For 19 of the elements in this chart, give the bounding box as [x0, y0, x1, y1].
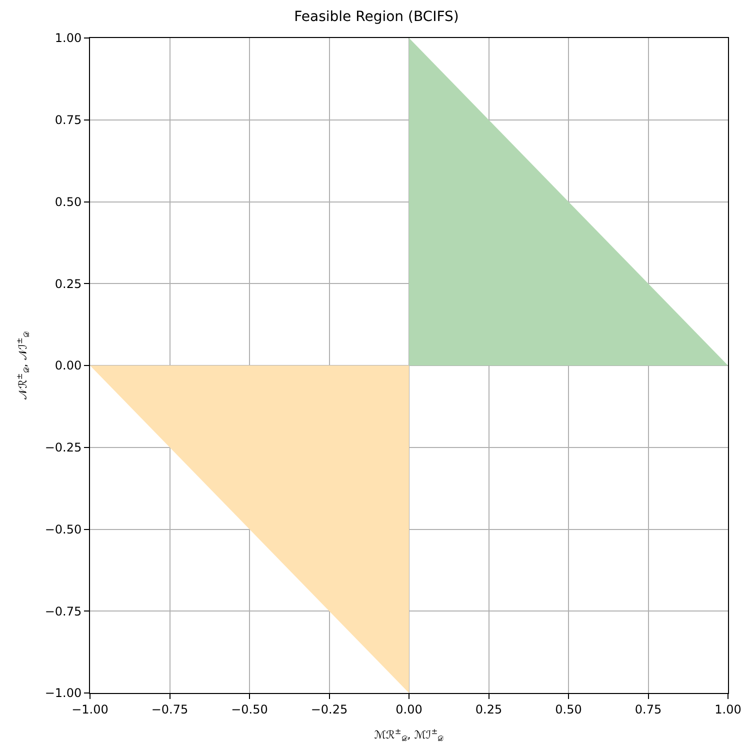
- y-tick-label: −1.00: [44, 686, 82, 700]
- y-tick-label: 0.75: [54, 113, 82, 128]
- x-tick-label: 1.00: [714, 702, 742, 716]
- x-tick-label: 0.25: [475, 702, 502, 716]
- chart-title: Feasible Region (BCIFS): [294, 9, 459, 26]
- x-tick-label: −0.25: [310, 702, 348, 716]
- x-tick-label: −0.75: [151, 702, 188, 716]
- x-tick-label: 0.00: [396, 702, 422, 716]
- y-tick-label: −0.50: [44, 522, 82, 536]
- y-tick-label: −0.25: [44, 440, 82, 455]
- x-tick-label: −1.00: [72, 702, 108, 716]
- x-tick-label: 0.75: [634, 702, 662, 716]
- y-tick-label: 0.50: [54, 194, 82, 209]
- x-tick-label: −0.50: [231, 702, 268, 716]
- y-tick-label: 1.00: [54, 31, 82, 46]
- x-tick-label: 0.50: [555, 702, 582, 716]
- y-tick-label: −0.75: [44, 604, 82, 618]
- y-tick-label: 0.00: [54, 358, 82, 373]
- y-tick-label: 0.25: [54, 276, 82, 291]
